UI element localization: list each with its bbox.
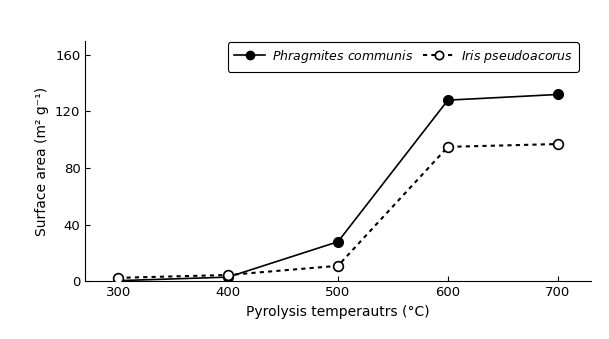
X-axis label: Pyrolysis temperautrs (°C): Pyrolysis temperautrs (°C) [246, 305, 430, 319]
Y-axis label: Surface area (m² g⁻¹): Surface area (m² g⁻¹) [35, 86, 49, 236]
Legend: $\it{Phragmites\ communis}$, $\it{Iris\ pseudoacorus}$: $\it{Phragmites\ communis}$, $\it{Iris\ … [228, 42, 579, 72]
